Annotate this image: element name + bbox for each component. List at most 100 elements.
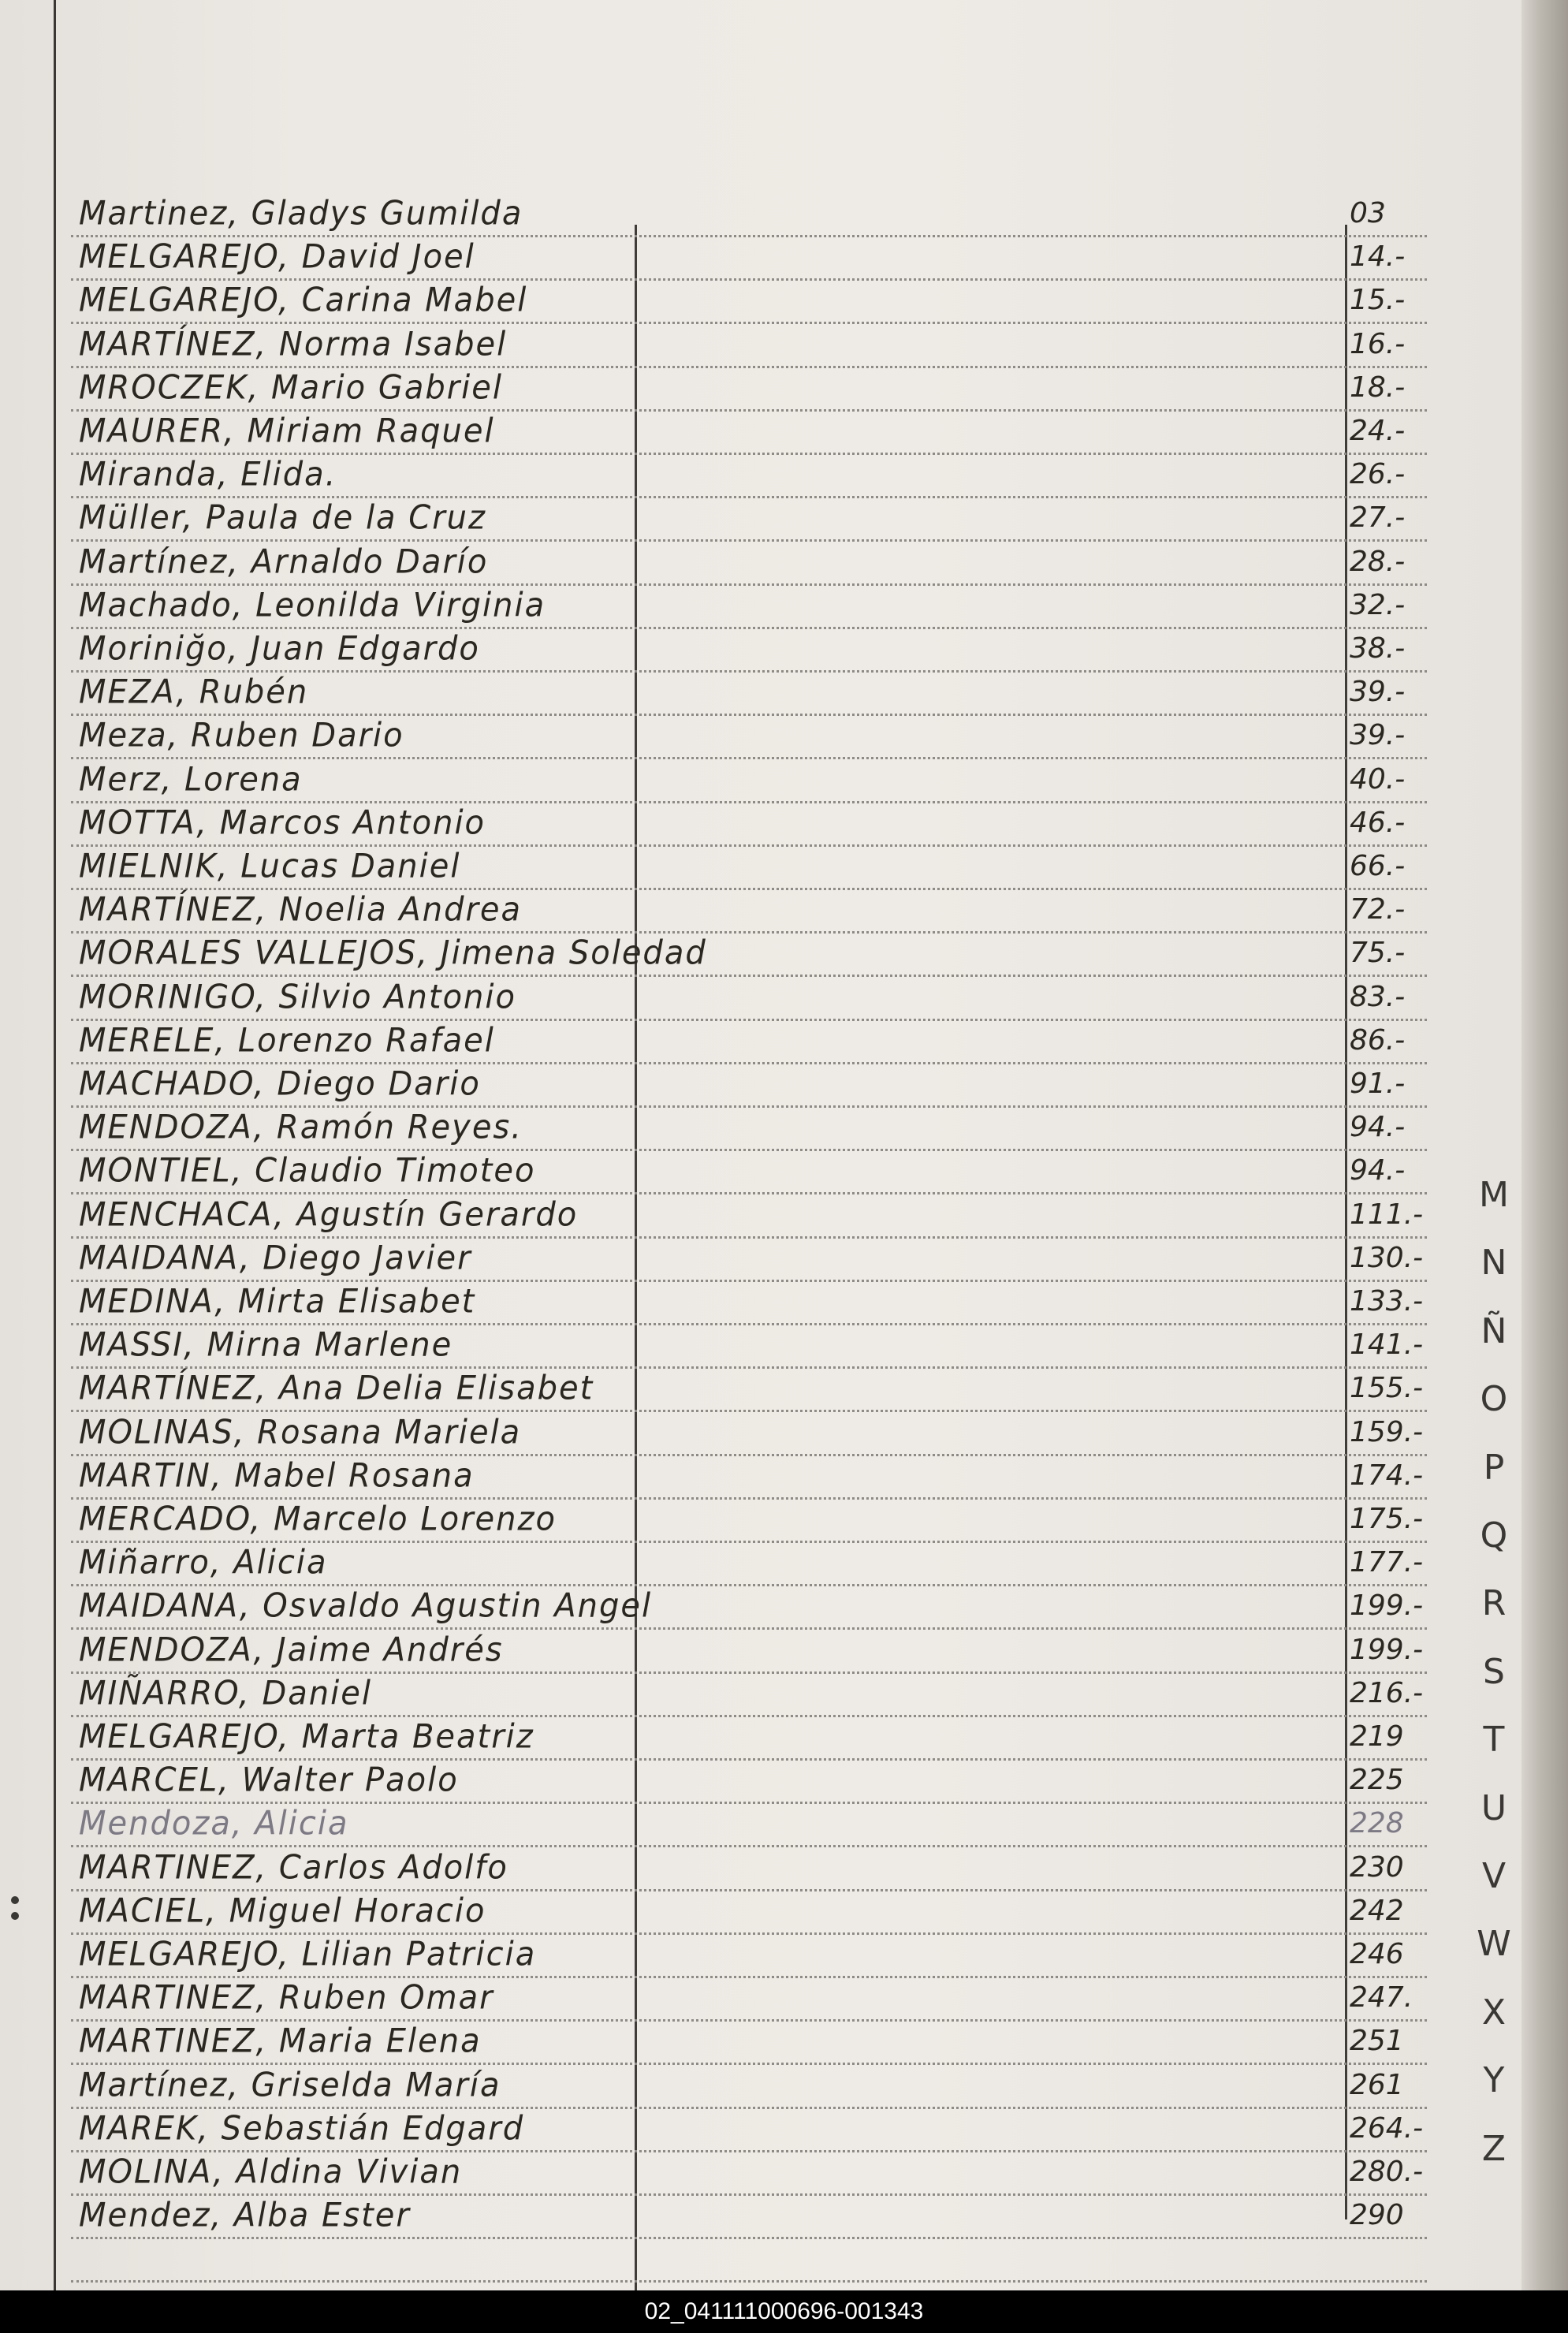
index-tab-y[interactable]: Y [1483,2060,1505,2101]
entry-number: 38.- [1350,632,1406,665]
margin-line [54,0,56,2290]
entry-number: 24.- [1350,415,1406,447]
entry-name: MIELNIK, Lucas Daniel [79,847,461,886]
entry-number: 174.- [1350,1459,1424,1492]
entry-number: 46.- [1350,806,1406,839]
number-column-divider [1345,225,1347,2219]
index-tab-p[interactable]: P [1483,1447,1505,1488]
entry-number: 94.- [1350,1111,1406,1144]
index-tab-u[interactable]: U [1480,1787,1507,1828]
entry-name: MARTÍNEZ, Norma Isabel [79,325,508,363]
index-tab-m[interactable]: M [1479,1175,1509,1215]
binding-holes [11,1896,22,1928]
index-tab-r[interactable]: R [1481,1583,1507,1624]
index-tab-s[interactable]: S [1483,1651,1505,1692]
entry-name: MAURER, Miriam Raquel [79,412,495,451]
entry-name: MEDINA, Mirta Elisabet [79,1282,476,1321]
ruled-line [71,844,1427,847]
ruled-line [71,583,1427,586]
entry-number: 264.- [1350,2111,1424,2145]
ruled-line [71,757,1427,760]
ruled-line [71,1976,1427,1978]
entry-number: 18.- [1350,371,1406,404]
entry-number: 177.- [1350,1546,1424,1579]
entry-name: MENDOZA, Ramón Reyes. [79,1109,523,1147]
ruled-line [71,496,1427,499]
ruled-line [71,670,1427,673]
ruled-line [71,1061,1427,1064]
page-edge [1521,0,1568,2290]
ruled-line [71,1932,1427,1935]
entry-name: Mendez, Alba Ester [79,2197,411,2235]
entry-name: MOLINA, Aldina Vivian [79,2152,463,2192]
index-tab-x[interactable]: X [1481,1992,1507,2033]
ruled-line [71,1584,1427,1587]
entry-name: MORINIGO, Silvio Antonio [79,978,516,1016]
entry-name: MIÑARRO, Daniel [79,1674,372,1712]
ruled-line [71,975,1427,978]
entry-number: 111.- [1350,1198,1424,1231]
index-tab-v[interactable]: V [1481,1856,1507,1896]
ruled-line [71,235,1427,237]
ruled-line [71,1149,1427,1152]
entry-number: 27.- [1350,501,1406,535]
entry-name: MARTIN, Mabel Rosana [79,1456,475,1495]
entry-name: Mendoza, Alicia [79,1805,349,1843]
entry-name: MERCADO, Marcelo Lorenzo [79,1500,557,1539]
ruled-line [71,714,1427,717]
ruled-line [71,2106,1427,2109]
ruled-line [71,1845,1427,1848]
entry-number: 247. [1350,1981,1413,2014]
index-tab-q[interactable]: Q [1480,1515,1508,1556]
entry-number: 261 [1350,2068,1404,2101]
entry-name: Merz, Lorena [79,760,303,799]
entry-number: 219 [1350,1720,1404,1753]
entry-number: 32.- [1350,588,1406,621]
index-tab-n[interactable]: N [1480,1243,1507,1284]
entry-name: MAIDANA, Diego Javier [79,1239,472,1277]
entry-number: 75.- [1350,937,1406,970]
entry-number: 155.- [1350,1372,1424,1405]
entry-number: 83.- [1350,980,1406,1013]
ruled-line [71,888,1427,890]
ruled-line [71,1105,1427,1108]
ruled-line [71,2063,1427,2066]
entry-name: MROCZEK, Mario Gabriel [79,368,504,407]
ruled-line [71,2149,1427,2152]
entry-number: 16.- [1350,327,1406,360]
entry-name: Machado, Leonilda Virginia [79,586,546,624]
entry-number: 280.- [1350,2156,1424,2188]
ruled-line [71,1453,1427,1456]
index-tab-w[interactable]: W [1477,1924,1511,1965]
entry-name: MELGAREJO, Marta Beatriz [79,1717,534,1757]
entry-name: Martinez, Gladys Gumilda [79,194,523,233]
ruled-line [71,1235,1427,1239]
entry-number: 290 [1350,2199,1404,2232]
entry-name: MARTINEZ, Carlos Adolfo [79,1848,508,1887]
ruled-line [71,1627,1427,1630]
entry-name: MARTINEZ, Ruben Omar [79,1979,494,2018]
entry-name: MACHADO, Diego Dario [79,1064,481,1104]
index-tab-z[interactable]: Z [1481,2128,1507,2169]
entry-number: 175.- [1350,1503,1424,1535]
entry-number: 199.- [1350,1589,1424,1623]
entry-number: 242 [1350,1894,1404,1927]
entry-name: Miñarro, Alicia [79,1544,328,1582]
entry-number: 141.- [1350,1329,1424,1362]
entry-name: MENDOZA, Jaime Andrés [79,1630,504,1669]
entry-number: 230 [1350,1850,1404,1884]
index-tab-ñ[interactable]: Ñ [1480,1310,1507,1351]
ruled-line [71,453,1427,455]
name-column-divider [635,225,637,2290]
entry-name: MONTIEL, Claudio Timoteo [79,1152,536,1191]
ledger-page: Martinez, Gladys Gumilda 03 MELGAREJO, Dav… [0,0,1521,2290]
ruled-line [71,2237,1427,2240]
entry-name: Müller, Paula de la Cruz [79,499,487,538]
entry-number: 246 [1350,1938,1404,1970]
index-tab-t[interactable]: T [1483,1720,1505,1761]
entry-number: 159.- [1350,1415,1424,1448]
entry-name: MARTÍNEZ, Ana Delia Elisabet [79,1370,594,1408]
ruled-line [71,322,1427,325]
ruled-line [71,1018,1427,1021]
index-tab-o[interactable]: O [1480,1379,1508,1420]
